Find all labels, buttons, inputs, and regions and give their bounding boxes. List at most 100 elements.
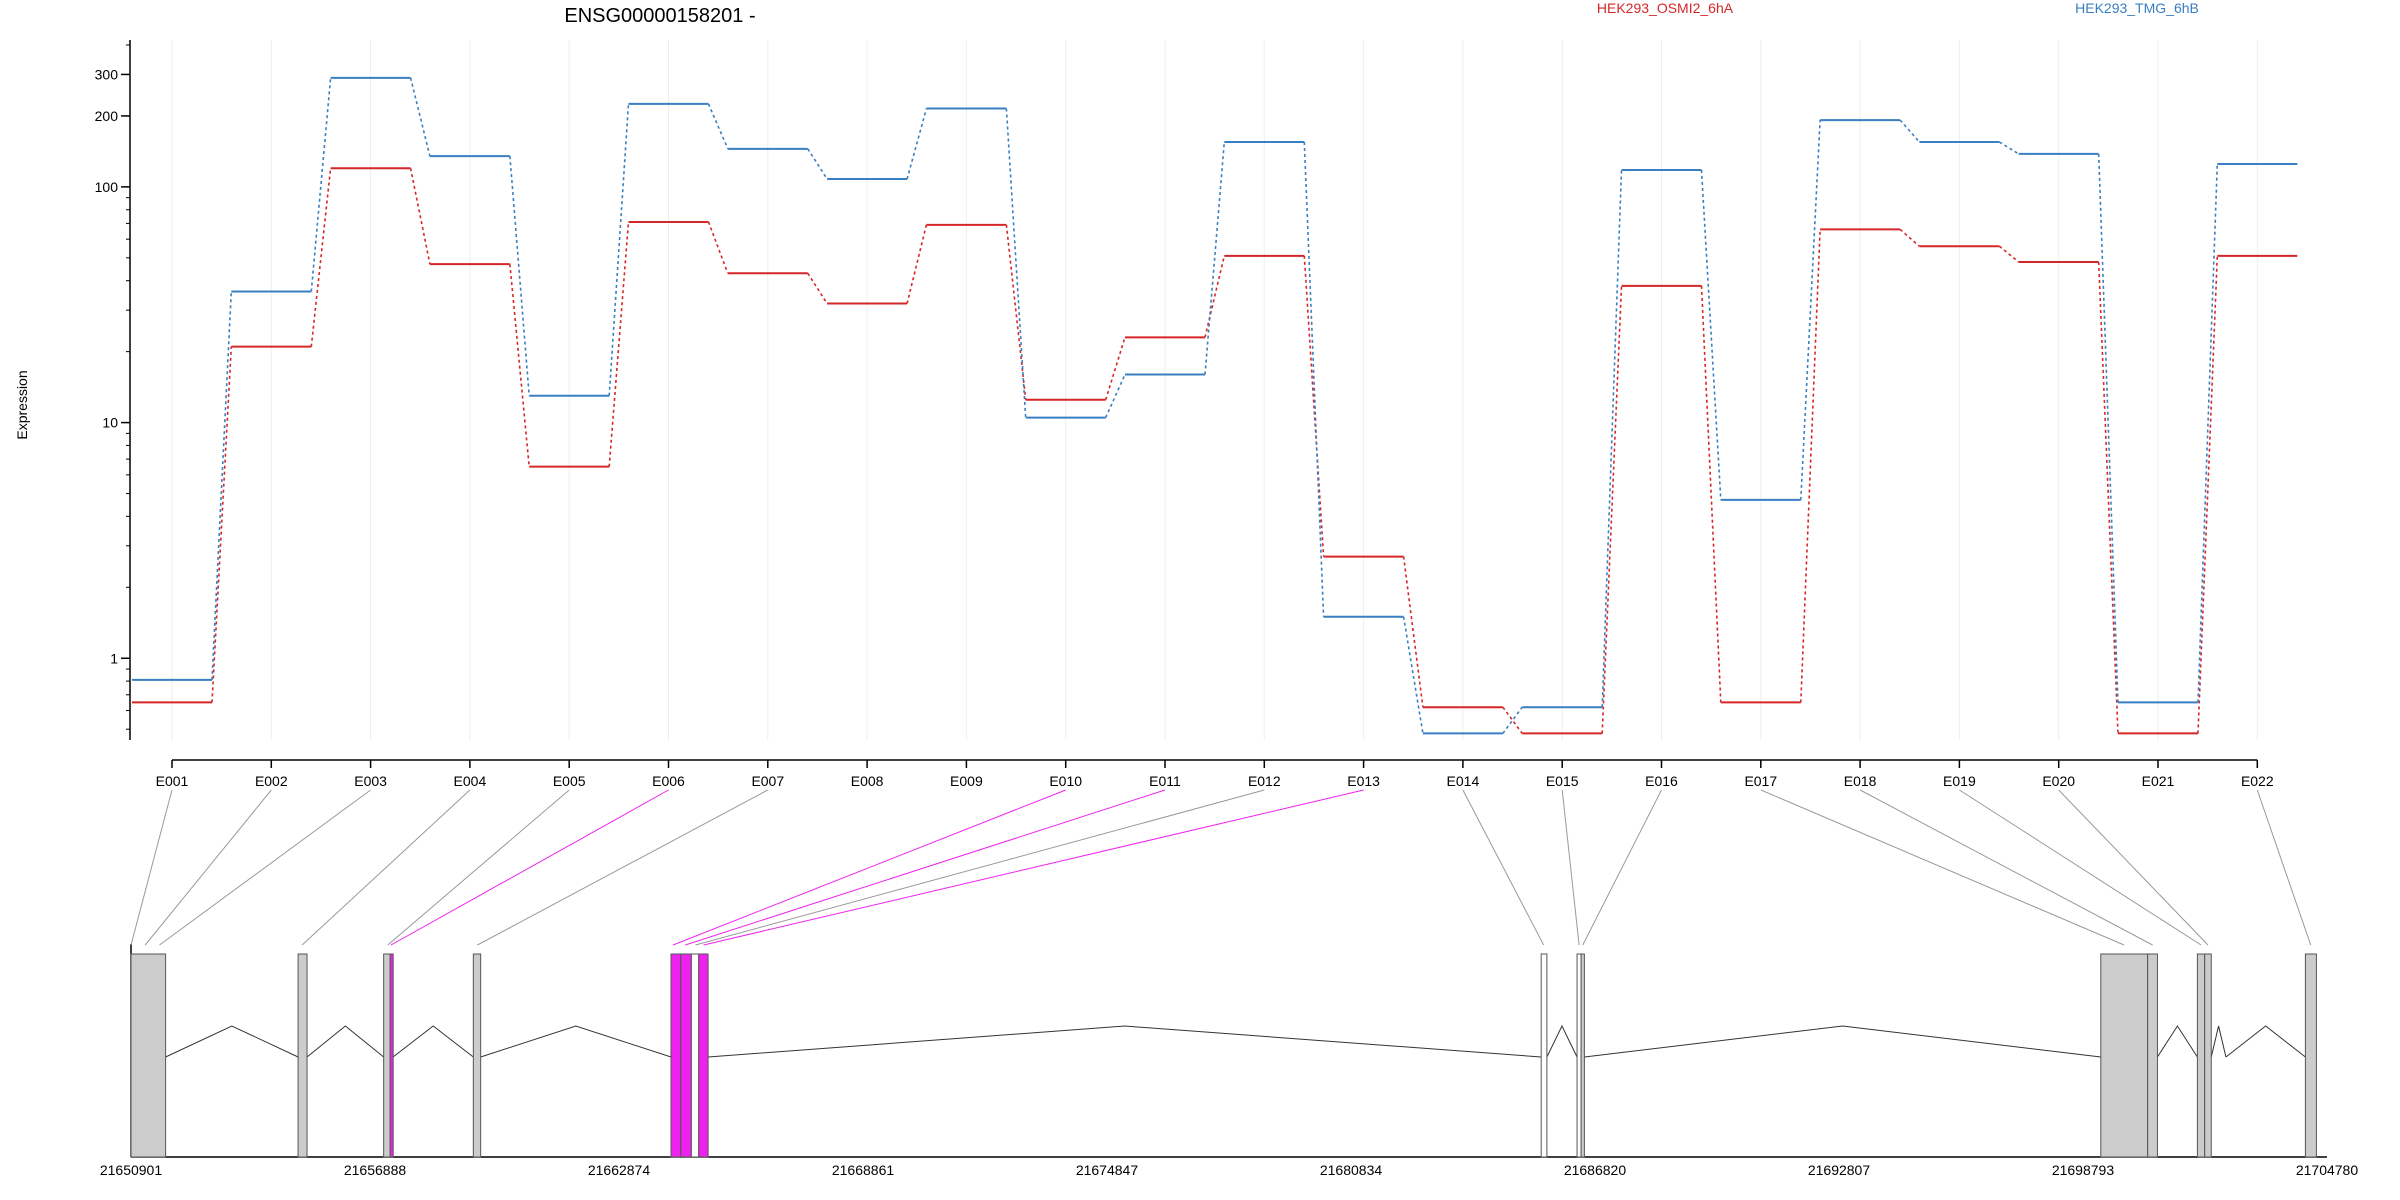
exon-box bbox=[297, 953, 308, 1158]
genome-coordinate-label: 21680834 bbox=[1320, 1162, 1383, 1178]
intron bbox=[480, 1025, 672, 1058]
series-connector bbox=[1303, 142, 1325, 617]
series-connector bbox=[1899, 228, 1920, 247]
series-connector bbox=[707, 221, 729, 274]
series-connector bbox=[608, 103, 630, 396]
exon-box bbox=[670, 953, 682, 1158]
series-connector bbox=[2097, 261, 2119, 734]
exon-box bbox=[1576, 953, 1582, 1158]
series-connector bbox=[1502, 706, 1523, 734]
genome-coordinate-label: 21656888 bbox=[344, 1162, 407, 1178]
intron bbox=[2210, 1025, 2227, 1058]
x-tick-label: E004 bbox=[454, 773, 487, 789]
exon-box bbox=[698, 953, 709, 1158]
series-connector bbox=[509, 156, 530, 396]
series-connector bbox=[1402, 556, 1424, 708]
legend-entry-series-0: HEK293_OSMI2_6hA bbox=[1597, 0, 1734, 16]
x-tick-label: E001 bbox=[156, 773, 189, 789]
x-tick-label: E002 bbox=[255, 773, 288, 789]
series-connector bbox=[1204, 255, 1226, 338]
series-connector bbox=[1005, 108, 1027, 418]
exon-box bbox=[2147, 953, 2158, 1158]
x-tick-label: E007 bbox=[751, 773, 784, 789]
y-axis-label: Expression bbox=[14, 370, 30, 439]
intron bbox=[306, 1025, 384, 1058]
exon-box bbox=[2196, 953, 2206, 1158]
y-tick-label: 100 bbox=[95, 179, 119, 195]
x-tick-label: E019 bbox=[1943, 773, 1976, 789]
x-tick-label: E017 bbox=[1744, 773, 1777, 789]
x-tick-label: E008 bbox=[851, 773, 884, 789]
x-tick-label: E009 bbox=[950, 773, 983, 789]
series-connector bbox=[807, 272, 828, 304]
x-tick-label: E013 bbox=[1347, 773, 1380, 789]
exon-box bbox=[680, 953, 692, 1158]
genome-coordinate-label: 21668861 bbox=[832, 1162, 895, 1178]
exon-connector bbox=[1462, 789, 1545, 946]
series-connector bbox=[1502, 706, 1523, 734]
y-tick-label: 1 bbox=[110, 650, 118, 666]
genome-coordinate-label: 21686820 bbox=[1564, 1162, 1627, 1178]
series-0 bbox=[132, 167, 2298, 735]
series-connector bbox=[1601, 285, 1623, 734]
intron bbox=[708, 1025, 1542, 1058]
exon-box bbox=[389, 953, 394, 1158]
series-connector bbox=[707, 103, 729, 150]
y-tick-label: 200 bbox=[95, 108, 119, 124]
exon-connector bbox=[390, 789, 669, 946]
x-tick-label: E016 bbox=[1645, 773, 1678, 789]
x-tick-label: E010 bbox=[1049, 773, 1082, 789]
genome-coordinate-label: 21692807 bbox=[1808, 1162, 1871, 1178]
genome-coordinate-label: 21698793 bbox=[2052, 1162, 2115, 1178]
intron bbox=[2225, 1025, 2306, 1058]
exon-connector bbox=[1582, 789, 1662, 946]
exon-connector bbox=[301, 789, 471, 946]
series-connector bbox=[310, 168, 332, 347]
series-connector bbox=[2197, 164, 2219, 703]
genome-coordinate-label: 21662874 bbox=[588, 1162, 651, 1178]
exon-box bbox=[383, 953, 391, 1158]
series-connector bbox=[1005, 224, 1027, 400]
intron bbox=[165, 1025, 299, 1058]
series-connector bbox=[1998, 245, 2020, 263]
exon-connector bbox=[387, 789, 570, 946]
series-connector bbox=[211, 346, 233, 703]
exon-connector bbox=[1760, 789, 2125, 946]
series-connector bbox=[906, 224, 928, 304]
series-connector bbox=[310, 77, 332, 292]
exon-connector bbox=[144, 789, 272, 946]
x-tick-label: E014 bbox=[1447, 773, 1480, 789]
exon-connector bbox=[1959, 789, 2202, 946]
series-connector bbox=[409, 77, 431, 157]
exon-connector bbox=[2058, 789, 2209, 946]
exon-box bbox=[690, 953, 700, 1158]
series-connector bbox=[1899, 119, 1921, 143]
series-connector bbox=[509, 264, 530, 467]
x-tick-label: E005 bbox=[553, 773, 586, 789]
exon-box bbox=[2100, 953, 2149, 1158]
exon-connector bbox=[2256, 789, 2312, 946]
series-connector bbox=[1998, 141, 2020, 155]
series-connector bbox=[211, 291, 233, 680]
series-connector bbox=[2197, 255, 2219, 734]
intron bbox=[1546, 1024, 1578, 1058]
plot-area: 1 10 100 200 300 E001 E002 E003 E004 E005 E006 E007… bbox=[95, 40, 2298, 789]
intron bbox=[2157, 1025, 2198, 1058]
series-connector bbox=[1700, 169, 1722, 500]
x-tick-label: E021 bbox=[2142, 773, 2175, 789]
exon-connector bbox=[703, 789, 1364, 946]
y-tick-label: 10 bbox=[102, 415, 118, 431]
series-connector bbox=[1303, 255, 1325, 557]
x-tick-label: E011 bbox=[1149, 773, 1181, 789]
series-connector bbox=[1800, 229, 1821, 703]
exon-box bbox=[1540, 953, 1548, 1158]
y-tick-label: 300 bbox=[95, 66, 119, 82]
exon-connector bbox=[1859, 789, 2153, 946]
series-connector bbox=[906, 108, 928, 180]
x-tick-label: E006 bbox=[652, 773, 685, 789]
gene-structure-track: 21650901 21656888 21662874 21668861 21674847… bbox=[100, 789, 2358, 1178]
series-connector bbox=[608, 221, 630, 467]
series-connector bbox=[807, 148, 828, 180]
intron bbox=[1584, 1025, 2101, 1058]
